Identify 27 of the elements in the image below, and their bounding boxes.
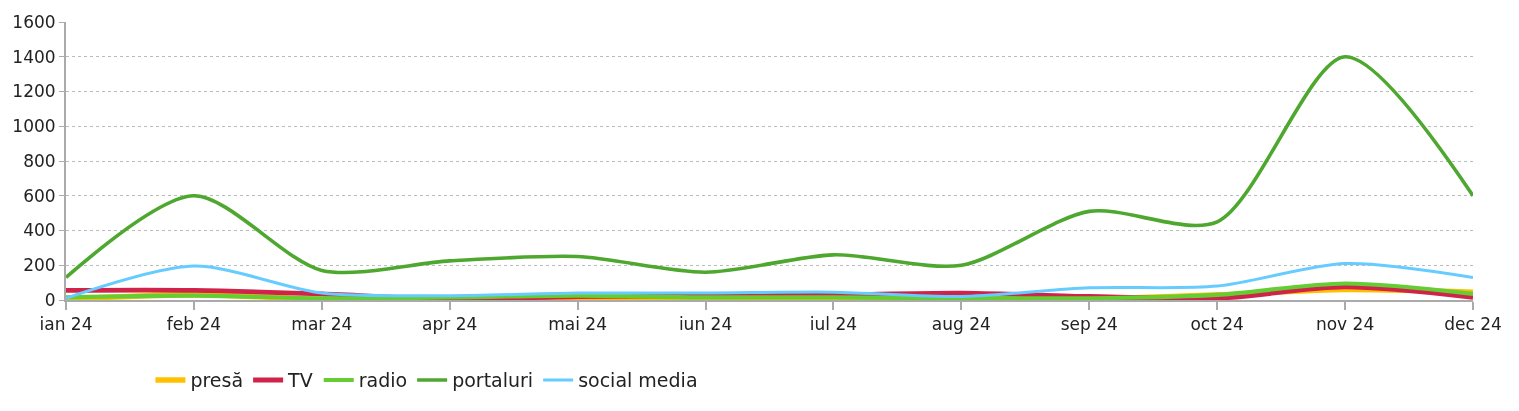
y-tick-label: 600 xyxy=(23,185,56,206)
y-tick-label: 0 xyxy=(44,289,56,310)
x-tick-label: mai 24 xyxy=(548,314,608,335)
x-tick-label: ian 24 xyxy=(39,314,93,335)
y-tick-label: 1000 xyxy=(12,116,56,137)
x-tick-label: dec 24 xyxy=(1444,314,1502,335)
x-tick-label: feb 24 xyxy=(166,314,222,335)
line-series xyxy=(66,54,1473,280)
x-tick-label: mar 24 xyxy=(291,314,353,335)
legend-label: social media xyxy=(578,369,698,392)
x-tick-label: iul 24 xyxy=(809,314,858,335)
y-tick-label: 200 xyxy=(23,255,56,276)
y-tick-label: 1400 xyxy=(12,46,56,67)
x-tick-label: apr 24 xyxy=(422,314,478,335)
legend-label: radio xyxy=(358,369,408,392)
legend-label: portaluri xyxy=(452,369,534,392)
x-tick-label: sep 24 xyxy=(1060,314,1118,335)
y-tick-label: 400 xyxy=(23,220,56,241)
x-tick-label: oct 24 xyxy=(1190,314,1244,335)
x-tick-label: aug 24 xyxy=(931,314,991,335)
legend-label: TV xyxy=(287,369,313,392)
x-tick-label: iun 24 xyxy=(678,314,733,335)
legend-label: presă xyxy=(190,369,244,392)
y-tick-label: 1600 xyxy=(12,11,56,32)
y-tick-label: 800 xyxy=(23,150,56,171)
y-tick-label: 1200 xyxy=(12,81,56,102)
x-tick-label: nov 24 xyxy=(1315,314,1375,335)
